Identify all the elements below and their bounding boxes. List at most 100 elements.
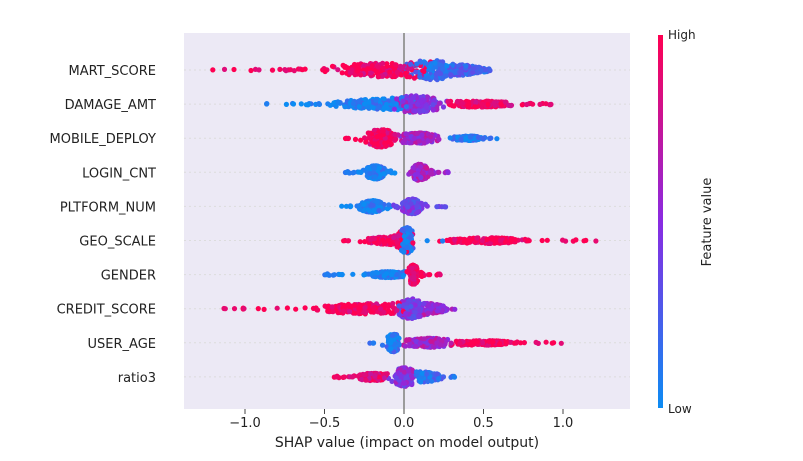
shap-point — [465, 103, 471, 109]
shap-point — [416, 313, 422, 320]
shap-point — [491, 100, 497, 106]
shap-point — [447, 135, 453, 141]
shap-point — [325, 101, 331, 107]
shap-point — [503, 339, 509, 345]
shap-point — [414, 203, 420, 209]
shap-point — [463, 63, 469, 69]
shap-point — [366, 99, 372, 105]
shap-point — [488, 135, 494, 141]
shap-point — [384, 271, 390, 277]
shap-point — [573, 237, 579, 243]
shap-point — [358, 169, 364, 175]
shap-point — [445, 169, 451, 176]
shap-point — [430, 107, 436, 113]
points-layer — [210, 58, 599, 389]
shap-point — [413, 69, 419, 75]
shap-point — [403, 104, 409, 110]
shap-point — [403, 70, 409, 76]
shap-point — [490, 339, 496, 345]
shap-point — [290, 101, 297, 107]
shap-point — [412, 108, 418, 114]
shap-point — [373, 97, 379, 103]
shap-point — [512, 237, 518, 243]
shap-point — [539, 237, 545, 244]
shap-point — [437, 342, 443, 348]
shap-point — [417, 340, 423, 346]
shap-point — [339, 203, 345, 209]
shap-point — [364, 165, 370, 171]
plot-background — [184, 33, 630, 409]
shap-point — [344, 169, 350, 175]
shap-point — [400, 241, 406, 247]
shap-point — [378, 306, 384, 312]
shap-point — [375, 64, 381, 70]
shap-point — [372, 174, 378, 180]
shap-point — [462, 136, 468, 142]
shap-point — [407, 74, 413, 80]
shap-point — [339, 70, 345, 76]
shap-point — [372, 141, 378, 147]
shap-point — [460, 100, 466, 106]
shap-point — [406, 337, 412, 343]
shap-point — [323, 272, 330, 278]
shap-point — [264, 101, 270, 107]
shap-point — [426, 64, 432, 70]
shap-point — [302, 305, 308, 311]
shap-point — [593, 238, 599, 244]
shap-point — [543, 101, 549, 107]
shap-point — [374, 134, 380, 140]
shap-point — [437, 272, 443, 278]
shap-point — [333, 374, 339, 380]
shap-point — [417, 109, 423, 115]
shap-point — [388, 346, 394, 352]
shap-point — [407, 61, 414, 67]
shap-point — [284, 305, 290, 311]
shap-point — [351, 302, 357, 308]
shap-point — [376, 207, 382, 214]
shap-point — [471, 66, 477, 72]
shap-point — [470, 340, 476, 346]
shap-point — [387, 69, 393, 75]
shap-point — [277, 66, 283, 72]
shap-point — [415, 101, 421, 107]
shap-point — [419, 132, 425, 138]
shap-point — [496, 341, 502, 347]
shap-point — [221, 66, 228, 72]
shap-point — [420, 68, 426, 74]
shap-point — [421, 139, 427, 145]
shap-point — [335, 99, 341, 105]
shap-point — [371, 165, 377, 171]
shap-point — [241, 306, 247, 312]
shap-point — [351, 169, 357, 175]
shap-point — [410, 240, 416, 246]
shap-point — [231, 66, 237, 73]
shap-point — [408, 97, 414, 103]
shap-point — [347, 70, 353, 76]
shap-point — [404, 238, 410, 245]
shap-point — [457, 340, 463, 346]
shap-point — [371, 208, 377, 214]
shap-point — [408, 169, 414, 175]
shap-point — [388, 141, 394, 147]
shap-point — [255, 306, 261, 312]
shap-point — [291, 68, 297, 74]
shap-point — [396, 233, 402, 239]
shap-point — [384, 168, 390, 174]
shap-point — [350, 271, 356, 277]
shap-point — [428, 338, 434, 344]
shap-point — [448, 72, 454, 78]
shap-point — [341, 374, 347, 380]
shap-point — [299, 67, 305, 73]
shap-point — [358, 72, 364, 78]
shap-point — [433, 71, 439, 77]
shap-point — [380, 171, 387, 177]
shap-point — [391, 106, 397, 112]
shap-point — [525, 238, 531, 244]
shap-point — [363, 139, 369, 145]
shap-point — [222, 306, 228, 312]
shap-point — [331, 272, 337, 278]
shap-point — [361, 201, 367, 207]
shap-point — [434, 204, 440, 210]
shap-point — [411, 135, 417, 141]
shap-point — [231, 306, 238, 312]
